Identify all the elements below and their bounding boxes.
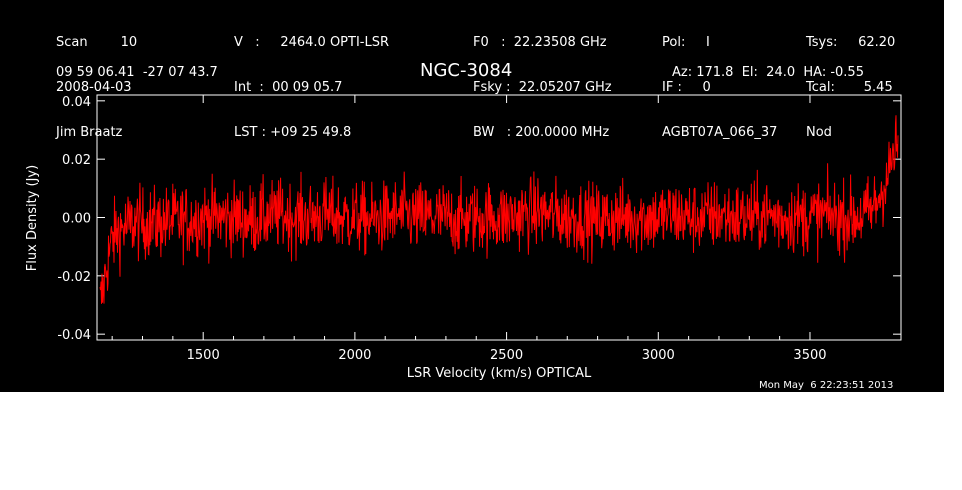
project-line: AGBT07A_066_37 <box>662 125 778 140</box>
x-axis-ticks: 1500 2000 2500 3000 3500 <box>111 95 827 363</box>
pol-line: Pol: I <box>662 35 710 50</box>
x-tick-label-1500: 1500 <box>187 348 220 363</box>
y-axis-label: Flux Density (Jy) <box>25 165 40 271</box>
if-line: IF : 0 <box>662 80 711 95</box>
x-tick-label-3500: 3500 <box>793 348 826 363</box>
x-axis-label: LSR Velocity (km/s) OPTICAL <box>407 366 592 381</box>
x-tick-label-2500: 2500 <box>490 348 523 363</box>
f0-line: F0 : 22.23508 GHz <box>473 35 607 50</box>
source-title: NGC-3084 <box>420 60 513 81</box>
header-col-frequency: F0 : 22.23508 GHz Fsky : 22.05207 GHz BW… <box>473 5 612 170</box>
velocity-line: V : 2464.0 OPTI-LSR <box>234 35 390 50</box>
procedure-line: Nod <box>806 125 832 140</box>
observer-line: Jim Braatz <box>56 125 123 140</box>
spectrum-series <box>99 115 899 304</box>
spectrum-chart: 1500 2000 2500 3000 3500 -0.04 -0.02 0.00 0.02 0… <box>25 94 902 381</box>
header-col-scan: Scan 10 2008-04-03 Jim Braatz <box>56 5 137 170</box>
tcal-line: Tcal: 5.45 <box>806 80 893 95</box>
y-tick-label-1: -0.02 <box>57 270 91 285</box>
integration-line: Int : 00 09 05.7 <box>234 80 343 95</box>
y-tick-label-2: 0.00 <box>62 212 91 227</box>
tsys-line: Tsys: 62.20 <box>806 35 896 50</box>
bw-line: BW : 200.0000 MHz <box>473 125 610 140</box>
pointing-text: Az: 171.8 El: 24.0 HA: -0.55 <box>672 65 864 80</box>
header-col-pol: Pol: I IF : 0 AGBT07A_066_37 <box>662 5 777 170</box>
lst-line: LST : +09 25 49.8 <box>234 125 352 140</box>
timestamp: Mon May 6 22:23:51 2013 <box>759 380 894 391</box>
x-tick-label-3000: 3000 <box>642 348 675 363</box>
header-col-tsys: Tsys: 62.20 Tcal: 5.45 Nod <box>806 5 895 170</box>
x-tick-label-2000: 2000 <box>338 348 371 363</box>
y-tick-label-0: -0.04 <box>57 328 91 343</box>
y-tick-label-4: 0.04 <box>62 95 91 110</box>
y-tick-label-3: 0.02 <box>62 153 91 168</box>
scan-line: Scan 10 <box>56 35 138 50</box>
date-line: 2008-04-03 <box>56 80 132 95</box>
fsky-line: Fsky : 22.05207 GHz <box>473 80 612 95</box>
header-col-velocity: V : 2464.0 OPTI-LSR Int : 00 09 05.7 LST… <box>234 5 389 170</box>
plot-panel: Scan 10 2008-04-03 Jim Braatz V : 2464.0… <box>0 0 944 392</box>
y-axis-ticks: -0.04 -0.02 0.00 0.02 0.04 <box>57 95 901 343</box>
coordinates-text: 09 59 06.41 -27 07 43.7 <box>56 65 218 80</box>
